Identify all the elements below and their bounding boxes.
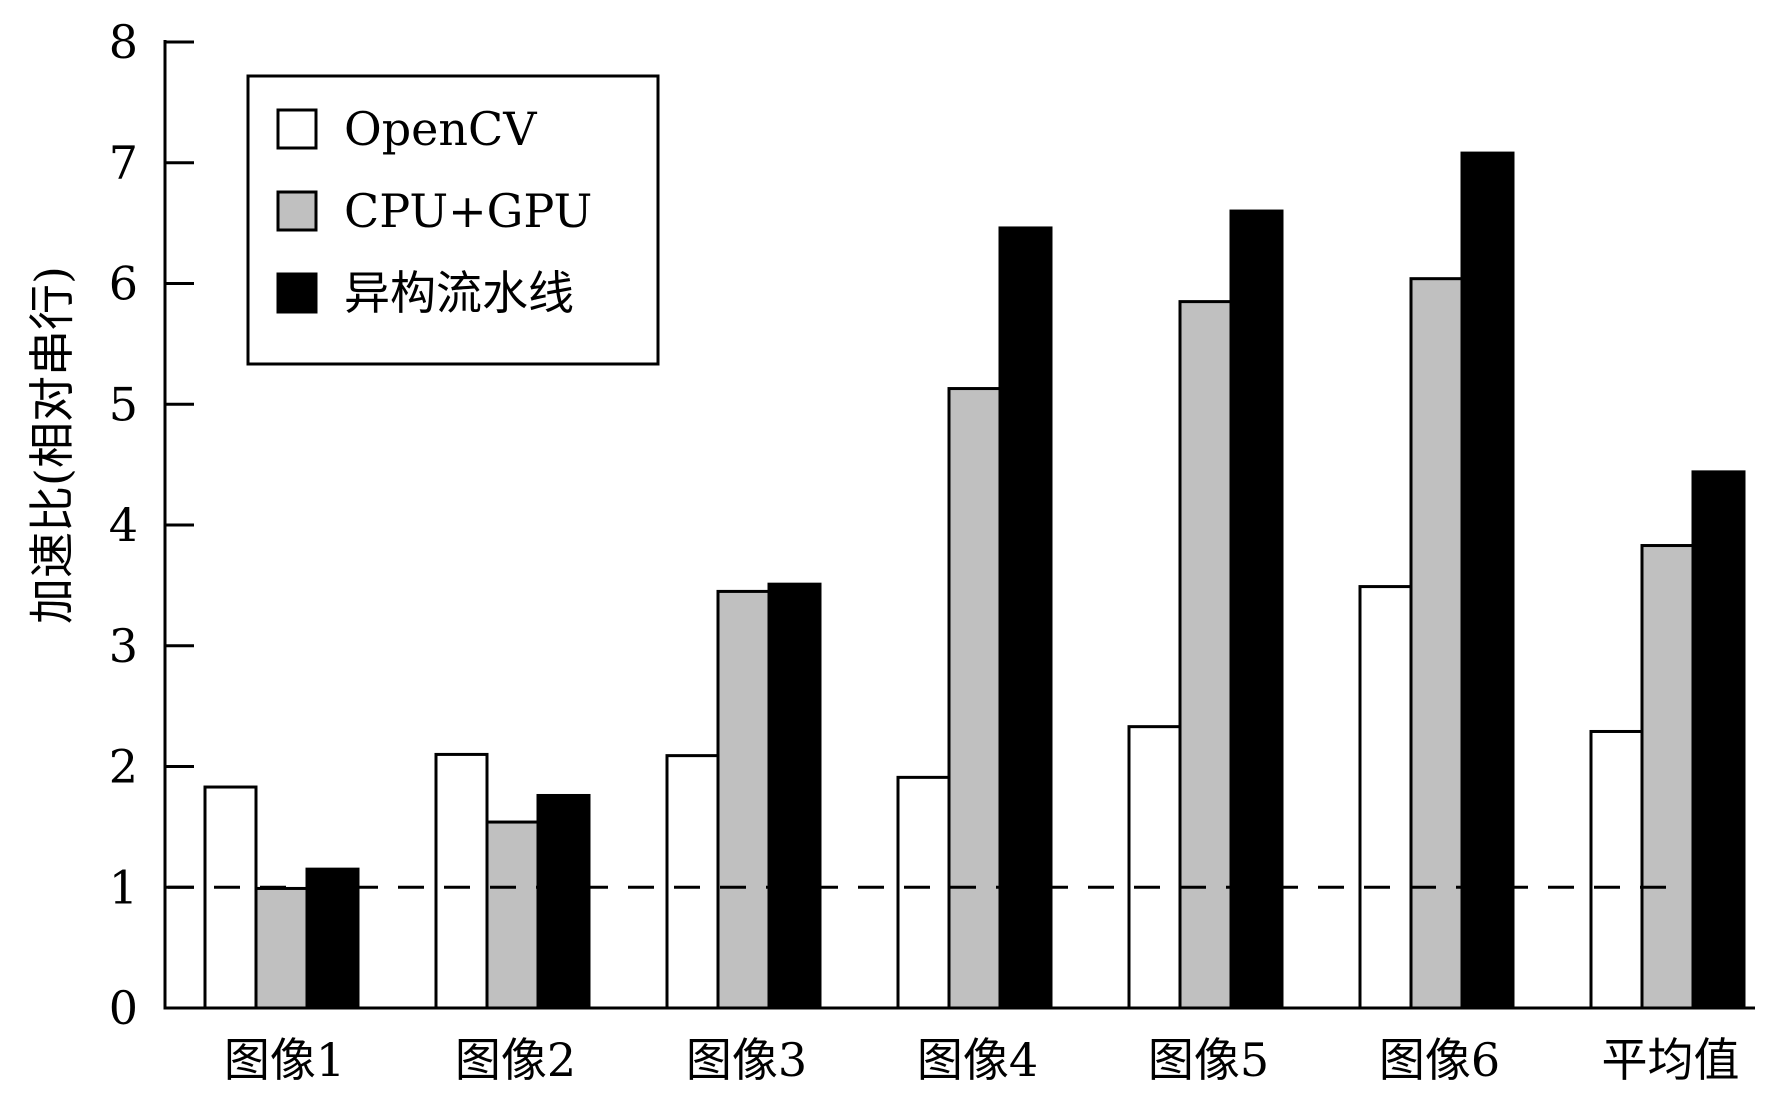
bar-3-2 [536, 793, 591, 1010]
x-tick-label: 图像5 [1148, 1033, 1269, 1087]
legend: OpenCV CPU+GPU 异构流水线 [246, 74, 660, 366]
legend-swatch [276, 190, 318, 232]
bar-2-3 [716, 589, 771, 1010]
y-axis-label: 加速比(相对串行) [25, 266, 79, 624]
y-tick-label: 7 [109, 136, 138, 190]
bar-1-1 [203, 785, 258, 1010]
bar-3-3 [767, 582, 822, 1010]
bar-1-7 [1589, 729, 1644, 1010]
x-tick-label: 平均值 [1602, 1033, 1740, 1087]
bar-3-4 [998, 226, 1053, 1010]
bar-1-2 [434, 752, 489, 1010]
y-tick-label: 4 [109, 498, 138, 552]
bar-2-4 [947, 387, 1002, 1010]
bar-1-5 [1127, 725, 1182, 1010]
y-tick-label: 1 [109, 860, 138, 914]
bar-2-1 [254, 886, 309, 1010]
y-tick-label: 2 [109, 740, 138, 794]
bar-2-7 [1640, 544, 1695, 1010]
y-tick-label: 8 [109, 15, 138, 69]
y-ticks-layer: 0 1 2 3 4 5 6 7 8 [109, 15, 194, 1035]
bar-3-7 [1691, 470, 1746, 1010]
bar-2-6 [1409, 277, 1464, 1010]
bar-3-1 [305, 867, 360, 1010]
legend-swatch [276, 108, 318, 150]
y-tick-label: 0 [109, 981, 138, 1035]
y-tick-label: 6 [109, 257, 138, 311]
legend-swatch [276, 272, 318, 314]
x-tick-label: 图像1 [224, 1033, 345, 1087]
x-tick-label: 图像4 [917, 1033, 1038, 1087]
x-tick-label: 图像2 [455, 1033, 576, 1087]
bar-1-3 [665, 754, 720, 1010]
x-tick-label: 图像3 [686, 1033, 807, 1087]
legend-label: CPU+GPU [344, 184, 592, 238]
legend-label: 异构流水线 [344, 266, 574, 320]
x-categories-layer: 图像1 图像2 图像3 图像4 图像5 图像6 平均值 [224, 1033, 1740, 1087]
bar-1-4 [896, 775, 951, 1010]
legend-label: OpenCV [344, 102, 537, 156]
bar-3-6 [1460, 151, 1515, 1010]
x-tick-label: 图像6 [1379, 1033, 1500, 1087]
bar-1-6 [1358, 585, 1413, 1010]
bar-2-5 [1178, 300, 1233, 1010]
y-tick-label: 5 [109, 377, 138, 431]
y-tick-label: 3 [109, 619, 138, 673]
legend-items: OpenCV CPU+GPU 异构流水线 [276, 102, 592, 320]
bar-2-2 [485, 820, 540, 1010]
